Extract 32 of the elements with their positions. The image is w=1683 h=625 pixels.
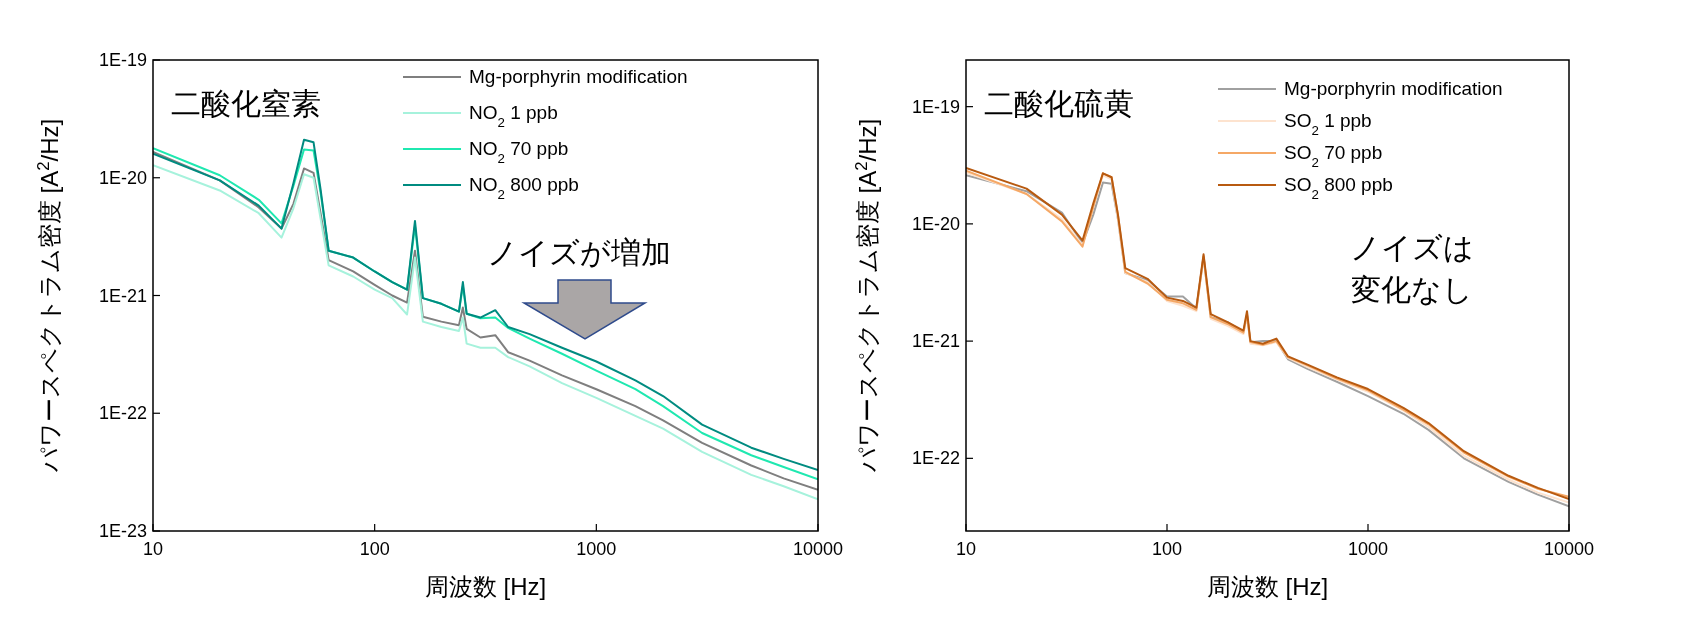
legend-label: NO$_{2}$ 800 ppb — [469, 174, 579, 202]
legend-label: SO$_{2}$ 800 ppb — [1284, 174, 1393, 202]
x-axis-title: 周波数 [Hz] — [1206, 573, 1329, 600]
legend-label: SO$_{2}$ 70 ppb — [1284, 142, 1383, 170]
y-tick-label: 1E-20 — [98, 167, 147, 188]
x-tick-label: 1000 — [576, 539, 617, 559]
x-tick-label: 100 — [1151, 539, 1183, 559]
y-tick-label: 1E-21 — [98, 285, 147, 306]
legend-label: SO$_{2}$ 1 ppb — [1284, 110, 1372, 138]
y-tick-label: 1E-21 — [911, 331, 960, 352]
y-tick-label: 1E-23 — [98, 521, 147, 541]
x-tick-label: 10 — [142, 539, 164, 559]
y-tick-label: 1E-20 — [911, 213, 960, 234]
legend-label: NO$_{2}$ 70 ppb — [469, 138, 569, 166]
annotation: ノイズが増加 — [486, 235, 671, 269]
annotation: ノイズは — [1350, 230, 1475, 264]
y-tick-label: 1E-22 — [98, 403, 147, 424]
y-tick-label: 1E-22 — [911, 448, 960, 469]
x-tick-label: 1000 — [1347, 539, 1389, 559]
y-tick-label: 1E-19 — [911, 96, 960, 117]
x-tick-label: 10000 — [792, 539, 844, 559]
text: 二酸化硫黄 — [984, 87, 1134, 120]
x-tick-label: 10000 — [1543, 539, 1595, 559]
annotation: 変化なし — [1351, 272, 1474, 306]
x-tick-label: 10 — [955, 539, 977, 559]
x-tick-label: 100 — [359, 539, 390, 559]
legend-label: Mg-porphyrin modification — [1284, 78, 1503, 99]
legend-label: Mg-porphyrin modification — [469, 66, 688, 87]
text: 二酸化窒素 — [171, 87, 321, 120]
y-tick-label: 1E-19 — [98, 50, 147, 70]
legend-label: NO$_{2}$ 1 ppb — [469, 102, 558, 130]
x-axis-title: 周波数 [Hz] — [424, 573, 547, 600]
